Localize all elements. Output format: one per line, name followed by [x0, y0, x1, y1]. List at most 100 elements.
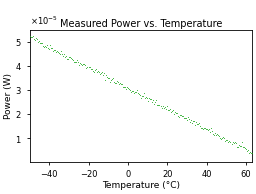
Point [213, 132, 217, 135]
Point [168, 107, 172, 110]
Point [184, 117, 188, 120]
Point [240, 141, 244, 144]
Point [53, 48, 57, 51]
Point [116, 81, 120, 84]
Point [151, 98, 155, 101]
Point [137, 92, 141, 95]
Point [105, 75, 109, 79]
Point [239, 145, 243, 148]
Point [159, 107, 164, 110]
Point [51, 49, 55, 53]
Point [33, 38, 37, 41]
Point [247, 151, 251, 154]
Point [176, 114, 180, 118]
Point [170, 109, 174, 112]
Point [130, 89, 134, 93]
Point [175, 111, 179, 114]
Point [121, 85, 125, 88]
Point [236, 146, 240, 149]
Point [43, 44, 47, 47]
Point [76, 60, 80, 63]
Point [161, 105, 165, 108]
Point [141, 95, 145, 98]
Point [166, 109, 170, 112]
Point [89, 68, 93, 71]
Point [93, 68, 98, 71]
Point [110, 78, 114, 81]
Point [186, 115, 190, 119]
Point [42, 45, 46, 48]
Point [211, 133, 215, 136]
Point [60, 52, 64, 55]
Point [104, 74, 108, 77]
Point [203, 127, 207, 130]
Point [70, 58, 74, 61]
Point [193, 123, 197, 126]
Point [122, 85, 126, 88]
Point [173, 111, 177, 114]
Point [100, 71, 104, 74]
Point [249, 152, 253, 155]
Point [108, 80, 112, 83]
Point [124, 88, 128, 91]
Point [231, 141, 236, 144]
Point [81, 62, 86, 66]
Point [150, 101, 154, 104]
Point [205, 127, 209, 130]
Point [208, 130, 212, 133]
Point [146, 99, 150, 102]
Point [127, 87, 131, 90]
Point [126, 86, 130, 89]
Point [132, 91, 136, 94]
Point [107, 76, 111, 80]
Point [219, 138, 223, 141]
Point [102, 72, 106, 75]
X-axis label: Temperature (°C): Temperature (°C) [102, 181, 180, 190]
Y-axis label: Power (W): Power (W) [4, 73, 13, 119]
Point [227, 140, 231, 143]
Point [31, 35, 35, 38]
Point [222, 137, 227, 140]
Point [201, 127, 205, 130]
Point [64, 54, 68, 57]
Point [123, 86, 127, 89]
Point [65, 58, 69, 61]
Point [90, 68, 94, 71]
Point [133, 91, 137, 94]
Point [177, 115, 181, 118]
Point [216, 133, 220, 136]
Point [155, 104, 159, 107]
Point [192, 120, 196, 123]
Point [101, 74, 105, 77]
Point [229, 143, 233, 146]
Point [243, 146, 247, 150]
Point [225, 138, 229, 141]
Point [136, 92, 140, 95]
Point [174, 111, 178, 114]
Point [62, 52, 66, 55]
Point [68, 55, 72, 58]
Point [120, 82, 124, 85]
Point [248, 151, 252, 154]
Point [44, 45, 48, 48]
Point [94, 70, 99, 74]
Point [63, 55, 67, 59]
Point [183, 116, 187, 119]
Point [181, 115, 185, 118]
Point [103, 78, 107, 81]
Point [66, 57, 70, 60]
Point [221, 135, 226, 139]
Point [38, 41, 42, 44]
Point [28, 35, 32, 38]
Point [134, 90, 138, 94]
Point [91, 70, 95, 73]
Point [152, 103, 156, 106]
Point [80, 64, 84, 67]
Point [34, 36, 38, 39]
Point [115, 80, 119, 83]
Point [195, 122, 199, 125]
Point [47, 47, 51, 50]
Point [233, 141, 238, 145]
Point [139, 96, 143, 100]
Point [191, 120, 195, 123]
